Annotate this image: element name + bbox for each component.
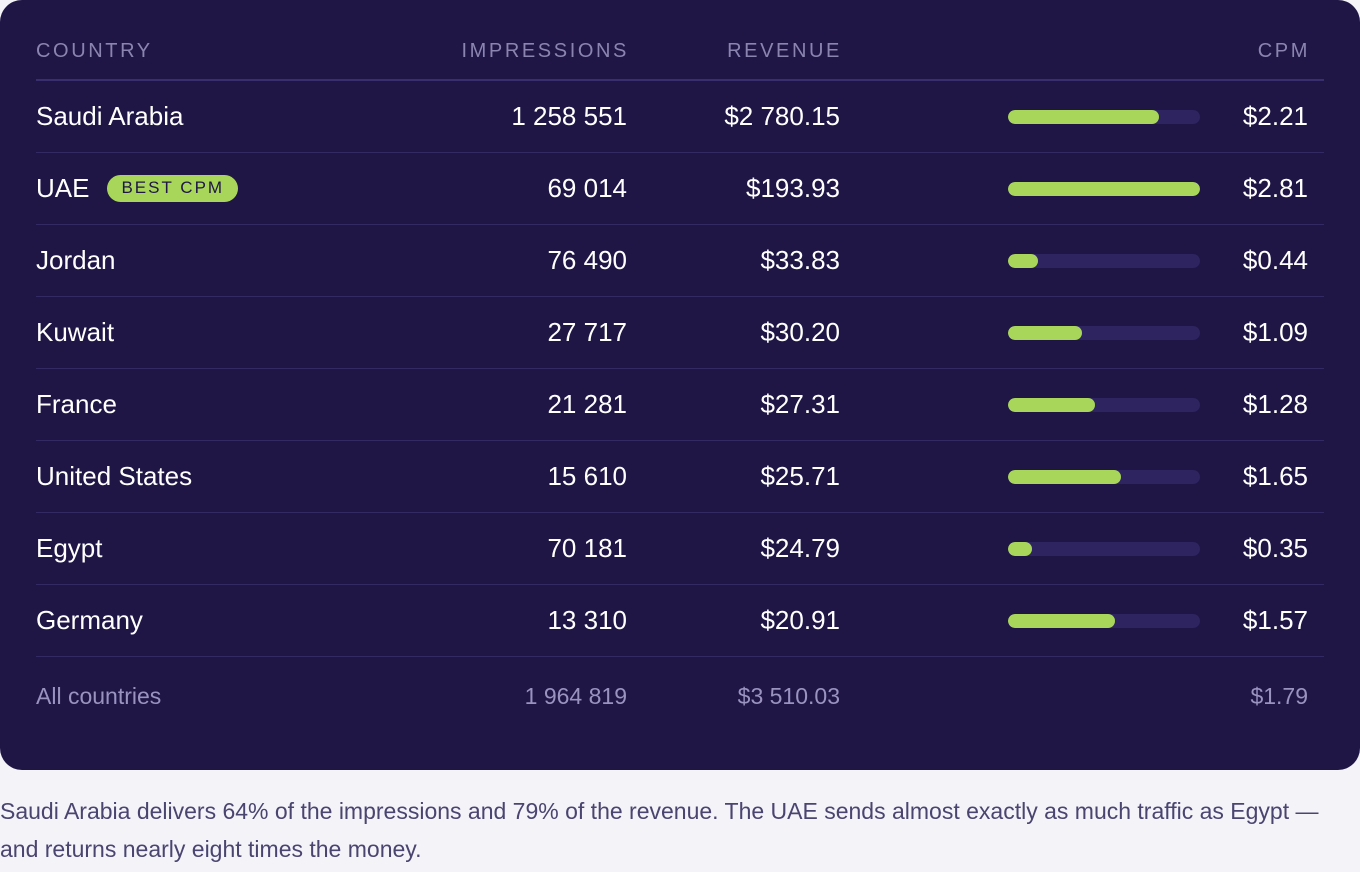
cpm-bar-track bbox=[1008, 469, 1200, 484]
table-row: UAE BEST CPM 69 014 $193.93 $2.81 bbox=[36, 153, 1324, 225]
cpm-bar-fill bbox=[1008, 469, 1121, 484]
cpm-bar-cell bbox=[1008, 513, 1200, 584]
cpm-bar-fill bbox=[1008, 325, 1083, 340]
cpm-cell: $1.65 bbox=[1242, 461, 1308, 491]
cpm-bar-cell bbox=[1008, 585, 1200, 656]
cpm-cell: $0.44 bbox=[1242, 245, 1308, 275]
country-name: Kuwait bbox=[36, 317, 115, 347]
total-country: All countries bbox=[36, 682, 162, 709]
table-body: Saudi Arabia 1 258 551 $2 780.15 $2.21 UAE BE… bbox=[36, 81, 1324, 657]
impressions-cell: 21 281 bbox=[547, 389, 627, 419]
country-name: Germany bbox=[36, 605, 143, 635]
impressions-cell: 15 610 bbox=[547, 461, 627, 491]
impressions-cell: 1 258 551 bbox=[511, 101, 627, 131]
table-row: France 21 281 $27.31 $1.28 bbox=[36, 369, 1324, 441]
country-cell: Jordan bbox=[36, 225, 456, 296]
revenue-cell: $2 780.15 bbox=[724, 101, 840, 131]
column-header-revenue: REVENUE bbox=[727, 40, 842, 62]
cpm-bar-fill bbox=[1008, 541, 1032, 556]
cpm-cell: $1.28 bbox=[1242, 389, 1308, 419]
country-cell: Egypt bbox=[36, 513, 456, 584]
summary-caption: Saudi Arabia delivers 64% of the impress… bbox=[0, 798, 1319, 862]
table-header: COUNTRY IMPRESSIONS REVENUE CPM bbox=[36, 0, 1324, 81]
revenue-cell: $33.83 bbox=[760, 245, 840, 275]
table-row: Germany 13 310 $20.91 $1.57 bbox=[36, 585, 1324, 657]
cpm-bar-fill bbox=[1008, 253, 1039, 268]
table-row: Egypt 70 181 $24.79 $0.35 bbox=[36, 513, 1324, 585]
cpm-bar-track bbox=[1008, 253, 1200, 268]
country-name: France bbox=[36, 389, 117, 419]
cpm-bar-cell bbox=[1008, 441, 1200, 512]
impressions-cell: 76 490 bbox=[547, 245, 627, 275]
total-impressions: 1 964 819 bbox=[524, 682, 627, 709]
column-header-cpm: CPM bbox=[1257, 40, 1310, 62]
cpm-bar-track bbox=[1008, 397, 1200, 412]
country-table: COUNTRY IMPRESSIONS REVENUE CPM Saudi Ar… bbox=[36, 0, 1324, 735]
total-row: All countries 1 964 819 $3 510.03 $1.79 bbox=[36, 657, 1324, 735]
revenue-cell: $25.71 bbox=[760, 461, 840, 491]
cpm-cell: $1.57 bbox=[1242, 605, 1308, 635]
total-cpm: $1.79 bbox=[1250, 682, 1308, 709]
cpm-cell: $0.35 bbox=[1242, 533, 1308, 563]
country-name: Saudi Arabia bbox=[36, 101, 184, 131]
table-row: Saudi Arabia 1 258 551 $2 780.15 $2.21 bbox=[36, 81, 1324, 153]
country-cell: UAE BEST CPM bbox=[36, 153, 456, 224]
cpm-bar-track bbox=[1008, 109, 1200, 124]
cpm-bar-cell bbox=[1008, 153, 1200, 224]
cpm-bar-track bbox=[1008, 181, 1200, 196]
cpm-bar-track bbox=[1008, 541, 1200, 556]
cpm-bar-cell bbox=[1008, 369, 1200, 440]
country-cell: Germany bbox=[36, 585, 456, 656]
cpm-bar-cell bbox=[1008, 225, 1200, 296]
cpm-bar-track bbox=[1008, 613, 1200, 628]
revenue-cell: $30.20 bbox=[760, 317, 840, 347]
table-row: United States 15 610 $25.71 $1.65 bbox=[36, 441, 1324, 513]
cpm-bar-fill bbox=[1008, 109, 1159, 124]
country-name: United States bbox=[36, 461, 193, 491]
table-row: Kuwait 27 717 $30.20 $1.09 bbox=[36, 297, 1324, 369]
impressions-cell: 70 181 bbox=[547, 533, 627, 563]
country-name: UAE bbox=[36, 173, 90, 203]
impressions-cell: 69 014 bbox=[547, 173, 627, 203]
country-cell: Kuwait bbox=[36, 297, 456, 368]
table-row: Jordan 76 490 $33.83 $0.44 bbox=[36, 225, 1324, 297]
cpm-cell: $2.81 bbox=[1242, 173, 1308, 203]
cpm-bar-fill bbox=[1008, 181, 1200, 196]
revenue-cell: $193.93 bbox=[746, 173, 840, 203]
impressions-cell: 13 310 bbox=[547, 605, 627, 635]
cpm-bar-cell bbox=[1008, 297, 1200, 368]
cpm-cell: $1.09 bbox=[1242, 317, 1308, 347]
cpm-cell: $2.21 bbox=[1242, 101, 1308, 131]
revenue-cell: $24.79 bbox=[760, 533, 840, 563]
total-revenue: $3 510.03 bbox=[737, 682, 840, 709]
country-cell: Saudi Arabia bbox=[36, 81, 456, 152]
column-header-impressions: IMPRESSIONS bbox=[461, 40, 629, 62]
best-cpm-badge: BEST CPM bbox=[107, 175, 239, 202]
revenue-cell: $27.31 bbox=[760, 389, 840, 419]
impressions-cell: 27 717 bbox=[547, 317, 627, 347]
country-name: Jordan bbox=[36, 245, 116, 275]
cpm-bar-fill bbox=[1008, 613, 1116, 628]
revenue-cell: $20.91 bbox=[760, 605, 840, 635]
country-name: Egypt bbox=[36, 533, 103, 563]
country-cell: United States bbox=[36, 441, 456, 512]
cpm-bar-cell bbox=[1008, 81, 1200, 152]
column-header-country: COUNTRY bbox=[36, 40, 153, 62]
cpm-bar-fill bbox=[1008, 397, 1096, 412]
country-cell: France bbox=[36, 369, 456, 440]
cpm-bar-track bbox=[1008, 325, 1200, 340]
country-table-card: COUNTRY IMPRESSIONS REVENUE CPM Saudi Ar… bbox=[0, 0, 1360, 770]
